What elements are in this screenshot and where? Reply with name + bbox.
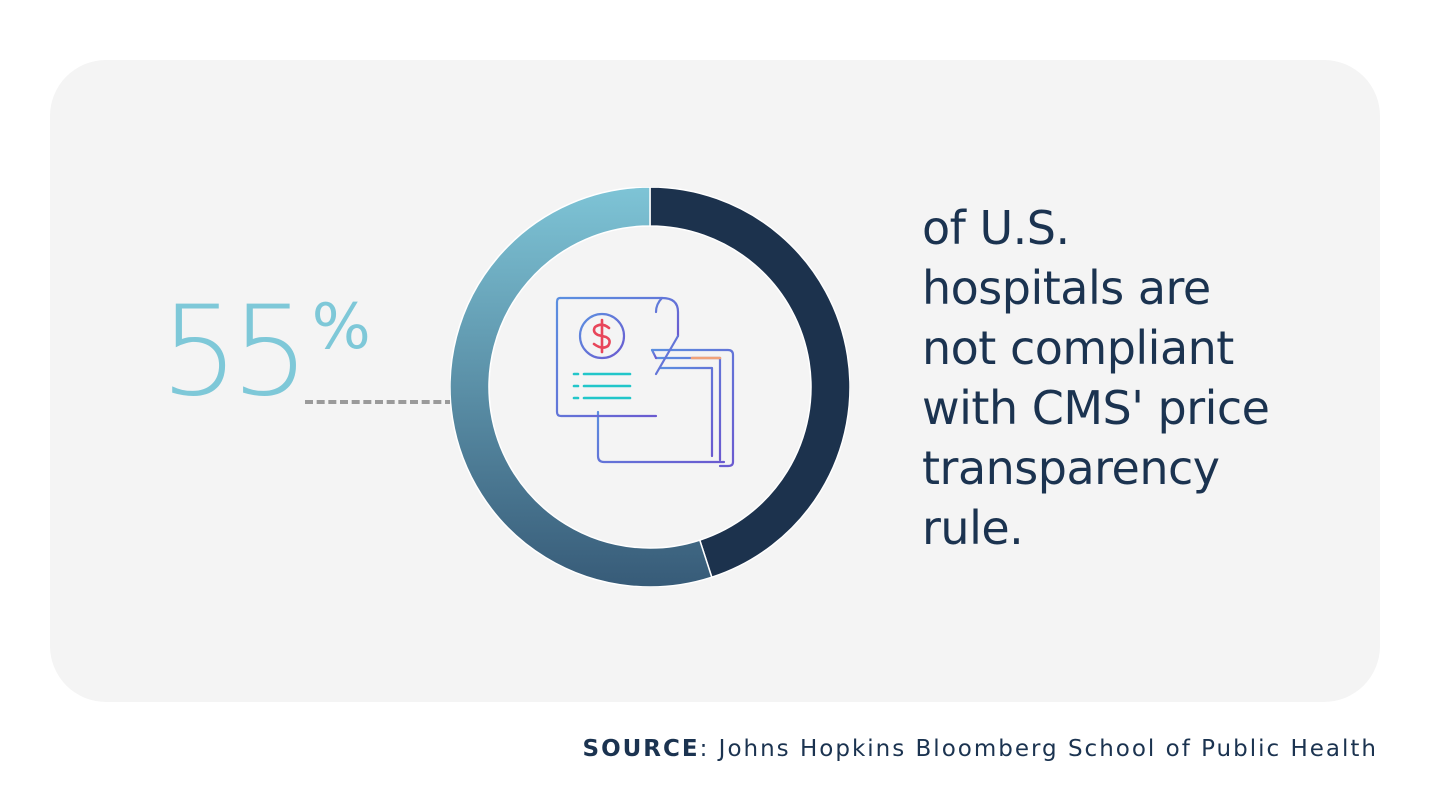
donut-slice-highlight (450, 187, 713, 587)
caption-line: with CMS' price (922, 381, 1270, 435)
source-text: : Johns Hopkins Bloomberg School of Publ… (699, 736, 1378, 762)
source-label: SOURCE (582, 736, 700, 762)
stat-unit: % (311, 290, 371, 363)
invoice-document-icon (555, 296, 735, 468)
caption-line: not compliant (922, 321, 1234, 375)
stat-value: 55 % (160, 290, 371, 430)
stat-caption: of U.S. hospitals are not compliant with… (922, 198, 1342, 558)
caption-line: transparency (922, 441, 1220, 495)
caption-line: rule. (922, 501, 1024, 555)
infographic-card (50, 60, 1380, 702)
donut-chart (450, 187, 850, 587)
stat-number: 55 (160, 280, 310, 424)
caption-line: hospitals are (922, 261, 1211, 315)
source-credit: SOURCE: Johns Hopkins Bloomberg School o… (583, 736, 1379, 762)
caption-line: of U.S. (922, 201, 1070, 255)
leader-line (305, 400, 453, 404)
